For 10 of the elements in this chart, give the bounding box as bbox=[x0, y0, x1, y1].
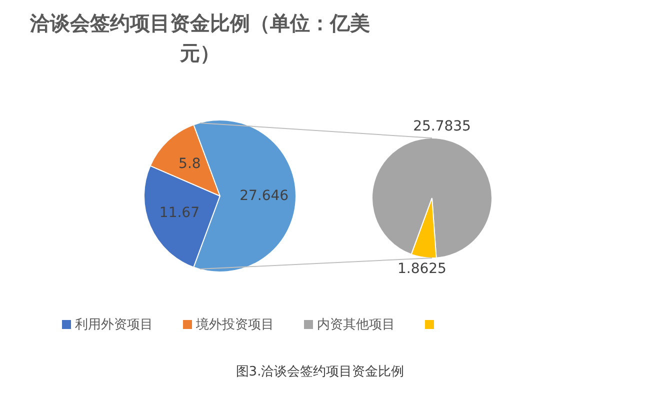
caption: 图3.洽谈会签约项目资金比例 bbox=[236, 364, 404, 380]
data-label: 11.67 bbox=[159, 205, 200, 222]
data-label: 25.7835 bbox=[413, 118, 471, 135]
chart-title: 洽谈会签约项目资金比例（单位：亿美元） bbox=[30, 10, 370, 67]
data-label: 27.646 bbox=[240, 188, 289, 204]
legend-label: 内资其他项目 bbox=[317, 318, 395, 333]
data-label: 1.8625 bbox=[397, 261, 446, 278]
data-label: 5.8 bbox=[178, 156, 201, 172]
legend-label: 境外投资项目 bbox=[195, 316, 274, 333]
legend-label: 利用外资项目 bbox=[75, 318, 153, 333]
